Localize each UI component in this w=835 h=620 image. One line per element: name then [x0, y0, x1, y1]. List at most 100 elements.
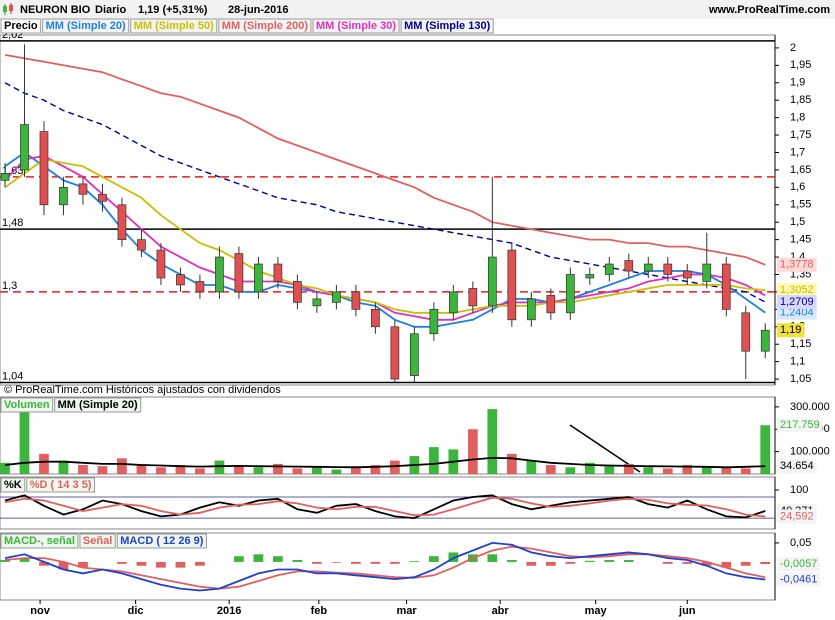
last-value-label: 24,592	[780, 510, 814, 522]
last-value-box	[777, 323, 805, 338]
candle-body	[487, 256, 497, 307]
bar	[428, 447, 439, 474]
bar	[409, 561, 420, 562]
legend-entry: MM (Simple 30)	[316, 20, 396, 32]
header-bar	[0, 0, 835, 19]
level-label: 1,48	[2, 217, 23, 229]
legend-entry: MACD-, señal	[4, 535, 75, 547]
y-tick-label: 1,9	[790, 77, 805, 89]
bar	[331, 469, 342, 474]
bar	[214, 460, 225, 474]
legend-box	[400, 18, 494, 34]
bar	[760, 561, 771, 565]
legend-entry: MM (Simple 200)	[222, 20, 309, 32]
bar	[0, 560, 10, 562]
series-line	[4, 82, 766, 303]
bar	[195, 468, 205, 474]
y-tick-label: 100.000	[790, 446, 830, 458]
bar	[312, 467, 322, 474]
bar	[136, 561, 147, 566]
legend-entry: Señal	[83, 535, 112, 547]
bar	[370, 561, 381, 564]
candle-body	[624, 260, 634, 272]
bar	[175, 561, 186, 568]
y-tick-label: 1,45	[790, 234, 811, 246]
bar	[623, 463, 634, 474]
legend-entry: MACD ( 12 26 9)	[120, 535, 203, 547]
bar	[273, 556, 283, 562]
y-tick-label: 1,05	[790, 373, 811, 385]
candle-body	[332, 291, 341, 303]
candle-body	[39, 131, 49, 206]
bar	[234, 556, 244, 562]
bar	[721, 467, 732, 474]
last-value-box	[777, 283, 817, 298]
bar	[682, 465, 693, 474]
y-tick-label: 1,15	[790, 338, 811, 350]
bar	[0, 462, 10, 474]
level-label: 1,04	[2, 370, 23, 382]
bar	[78, 465, 88, 474]
legend-box	[42, 18, 130, 34]
bar	[721, 561, 732, 568]
candle-body	[312, 298, 322, 307]
bar	[234, 466, 244, 474]
candle-body	[741, 312, 751, 352]
bar	[604, 466, 615, 474]
bar	[19, 406, 30, 474]
site: www.ProRealTime.com	[708, 4, 830, 16]
x-tick-label: mar	[396, 605, 417, 617]
bar	[740, 468, 751, 474]
last-value-label: 217.759	[780, 419, 820, 431]
last-value-box	[777, 557, 821, 572]
bar	[565, 561, 576, 564]
candle-body	[604, 263, 614, 275]
bar	[545, 465, 556, 474]
bar	[117, 458, 127, 474]
y-tick-label: 100	[790, 484, 808, 496]
x-tick-label: abr	[492, 605, 510, 617]
candle-body	[526, 298, 536, 321]
legend-entry: Precio	[4, 20, 38, 32]
candle-body	[0, 173, 10, 181]
bar	[389, 561, 400, 564]
candle-body	[429, 309, 439, 335]
bar	[526, 460, 537, 474]
legend-box	[218, 18, 312, 34]
bar	[662, 468, 673, 474]
y-tick-label: 1,95	[790, 59, 811, 71]
candle-body	[410, 333, 419, 376]
y-tick-label: 300.000	[790, 401, 830, 413]
legend-box	[0, 397, 54, 413]
candle-body	[390, 326, 400, 380]
bar	[97, 466, 108, 474]
legend-entry: MM (Simple 130)	[404, 20, 491, 32]
candle-body	[468, 288, 478, 307]
candle-body	[59, 186, 68, 206]
last-value-box	[777, 305, 817, 320]
legend-box	[0, 477, 26, 493]
bar	[19, 558, 30, 562]
period: Diario	[95, 4, 126, 16]
candle-body	[156, 249, 166, 279]
footer-note: © ProRealTime.com Históricos ajustados c…	[4, 384, 281, 396]
bar	[545, 561, 556, 566]
last-value-label: -0,0461	[780, 573, 817, 585]
bar	[292, 560, 303, 562]
candle-body	[663, 263, 673, 275]
bar	[253, 554, 264, 562]
candle-icon	[3, 3, 13, 15]
legend-entry: Volumen	[4, 399, 50, 411]
candle-body	[293, 281, 302, 303]
bar	[156, 467, 166, 474]
x-tick-label: may	[585, 605, 608, 617]
series-line	[4, 155, 766, 321]
y-tick-label: 1,65	[790, 164, 811, 176]
candle-body	[215, 256, 224, 293]
bar	[58, 561, 69, 570]
bar	[506, 453, 517, 474]
bar	[351, 466, 361, 474]
bar	[682, 561, 693, 564]
legend-box	[0, 533, 79, 549]
